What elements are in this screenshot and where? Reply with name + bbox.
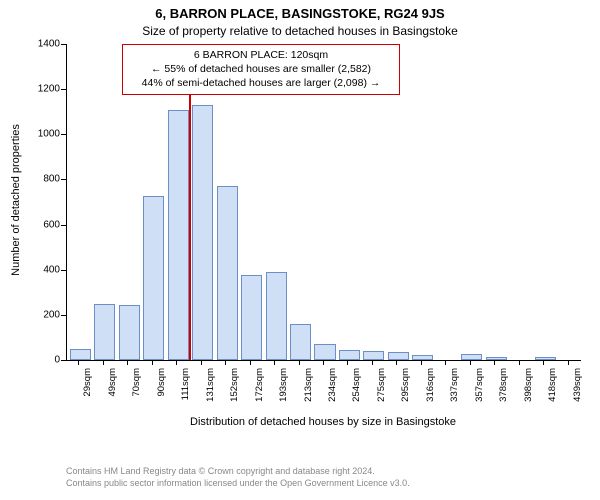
x-tick-mark — [103, 360, 104, 365]
x-tick-mark — [201, 360, 202, 365]
info-box: 6 BARRON PLACE: 120sqm ← 55% of detached… — [122, 44, 400, 95]
info-line-1: 6 BARRON PLACE: 120sqm — [131, 48, 391, 62]
y-tick-mark — [61, 225, 66, 226]
y-tick-mark — [61, 89, 66, 90]
y-tick-mark — [61, 179, 66, 180]
x-tick-label: 90sqm — [156, 368, 167, 428]
x-tick-mark — [127, 360, 128, 365]
footer-line-1: Contains HM Land Registry data © Crown c… — [66, 466, 410, 478]
y-tick-label: 0 — [32, 355, 60, 366]
y-tick-mark — [61, 270, 66, 271]
x-tick-label: 70sqm — [131, 368, 142, 428]
x-tick-label: 213sqm — [303, 368, 314, 428]
y-tick-label: 600 — [32, 219, 60, 230]
histogram-bar — [94, 304, 115, 360]
x-tick-mark — [152, 360, 153, 365]
x-tick-label: 378sqm — [498, 368, 509, 428]
y-tick-label: 1400 — [32, 39, 60, 50]
x-tick-label: 172sqm — [254, 368, 265, 428]
x-tick-label: 152sqm — [229, 368, 240, 428]
x-tick-mark — [421, 360, 422, 365]
x-tick-mark — [225, 360, 226, 365]
y-tick-label: 400 — [32, 264, 60, 275]
histogram-bar — [119, 305, 140, 360]
x-tick-mark — [347, 360, 348, 365]
histogram-bar — [143, 196, 164, 361]
y-tick-mark — [61, 315, 66, 316]
x-tick-label: 439sqm — [572, 368, 583, 428]
histogram-bar — [388, 352, 409, 360]
x-tick-mark — [519, 360, 520, 365]
x-tick-mark — [250, 360, 251, 365]
x-tick-label: 337sqm — [449, 368, 460, 428]
x-tick-mark — [445, 360, 446, 365]
y-tick-mark — [61, 134, 66, 135]
x-tick-label: 418sqm — [547, 368, 558, 428]
y-tick-label: 1200 — [32, 84, 60, 95]
histogram-bar — [241, 275, 262, 361]
x-tick-mark — [396, 360, 397, 365]
x-tick-label: 398sqm — [523, 368, 534, 428]
x-tick-mark — [372, 360, 373, 365]
histogram-bar — [70, 349, 91, 360]
histogram-bar — [217, 186, 238, 360]
info-line-3: 44% of semi-detached houses are larger (… — [131, 76, 391, 90]
x-tick-mark — [78, 360, 79, 365]
histogram-bar — [412, 355, 433, 360]
y-tick-label: 800 — [32, 174, 60, 185]
histogram-bar — [339, 350, 360, 360]
y-tick-mark — [61, 360, 66, 361]
x-tick-label: 111sqm — [180, 368, 191, 428]
histogram-bar — [486, 357, 507, 360]
histogram-bar — [168, 110, 189, 360]
x-tick-label: 357sqm — [474, 368, 485, 428]
footer-line-2: Contains public sector information licen… — [66, 478, 410, 490]
x-tick-mark — [274, 360, 275, 365]
info-line-2: ← 55% of detached houses are smaller (2,… — [131, 62, 391, 76]
x-tick-mark — [176, 360, 177, 365]
x-tick-mark — [323, 360, 324, 365]
y-tick-label: 1000 — [32, 129, 60, 140]
y-axis-label: Number of detached properties — [10, 100, 22, 300]
x-tick-label: 131sqm — [205, 368, 216, 428]
x-tick-mark — [494, 360, 495, 365]
x-tick-mark — [299, 360, 300, 365]
histogram-bar — [290, 324, 311, 360]
x-tick-label: 295sqm — [400, 368, 411, 428]
x-tick-mark — [568, 360, 569, 365]
x-tick-mark — [470, 360, 471, 365]
x-tick-mark — [543, 360, 544, 365]
x-tick-label: 316sqm — [425, 368, 436, 428]
y-tick-mark — [61, 44, 66, 45]
histogram-bar — [363, 351, 384, 360]
x-tick-label: 234sqm — [327, 368, 338, 428]
page-subtitle: Size of property relative to detached ho… — [0, 24, 600, 38]
x-tick-label: 254sqm — [351, 368, 362, 428]
histogram-bar — [192, 105, 213, 360]
histogram-bar — [461, 354, 482, 361]
x-tick-label: 49sqm — [107, 368, 118, 428]
page-title: 6, BARRON PLACE, BASINGSTOKE, RG24 9JS — [0, 6, 600, 21]
x-tick-label: 275sqm — [376, 368, 387, 428]
y-tick-label: 200 — [32, 309, 60, 320]
x-tick-label: 193sqm — [278, 368, 289, 428]
histogram-bar — [535, 357, 556, 360]
chart-container: 6, BARRON PLACE, BASINGSTOKE, RG24 9JS S… — [0, 0, 600, 500]
histogram-bar — [314, 344, 335, 360]
footer-attribution: Contains HM Land Registry data © Crown c… — [66, 466, 410, 489]
histogram-bar — [266, 272, 287, 360]
x-tick-label: 29sqm — [82, 368, 93, 428]
